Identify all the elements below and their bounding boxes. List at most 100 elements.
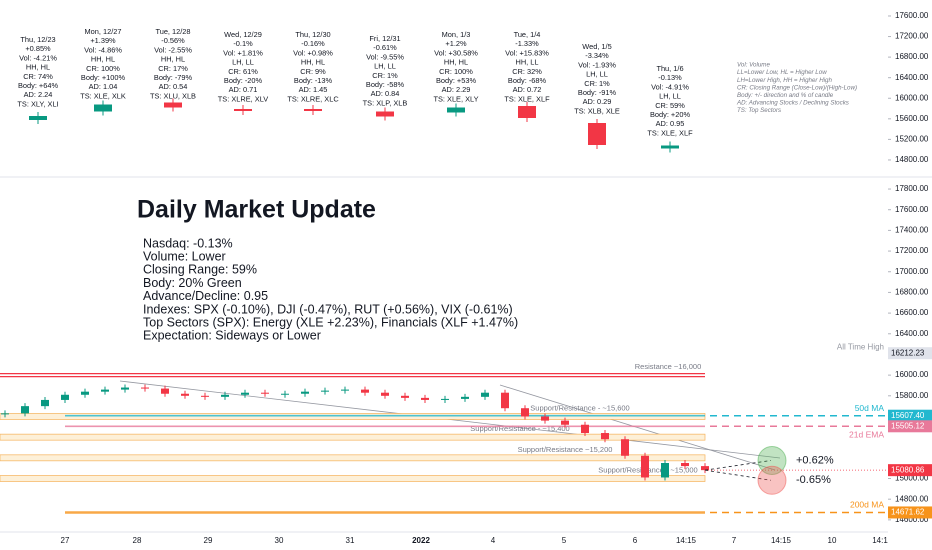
daily-candle: [164, 102, 182, 108]
projection-line: [704, 460, 772, 471]
summary-line: Volume: Lower: [143, 249, 226, 263]
daily-note: TS: XLE, XLF: [504, 94, 550, 103]
price-badge: [888, 506, 932, 519]
candle: [341, 389, 349, 391]
daily-candle: [234, 109, 252, 111]
ma-label: 50d MA: [855, 403, 885, 413]
y-tick-label: 16000.00: [895, 370, 929, 379]
daily-note: Vol: -9.55%: [366, 52, 404, 61]
y-tick-label: 14800.00: [895, 155, 929, 164]
legend-note: LH=Lower High, HH = Higher High: [737, 77, 832, 84]
daily-candle: [588, 123, 606, 145]
summary-line: Closing Range: 59%: [143, 263, 257, 277]
daily-note: TS: XLY, XLI: [17, 99, 58, 108]
candle: [301, 391, 309, 394]
daily-note: CR: 61%: [228, 67, 258, 76]
daily-note: Vol: -1.93%: [578, 60, 616, 69]
ath-label: All Time High: [837, 342, 884, 351]
daily-note: Body: -20%: [224, 76, 263, 85]
daily-note: CR: 17%: [158, 64, 188, 73]
daily-note: Body: -13%: [294, 76, 333, 85]
projection-label: +0.62%: [796, 454, 834, 466]
y-tick-label: 15600.00: [895, 114, 929, 123]
x-tick-label: 27: [61, 536, 70, 545]
candle: [141, 387, 149, 389]
daily-note: -0.16%: [301, 39, 325, 48]
daily-note: AD: 2.29: [442, 85, 471, 94]
daily-note: AD: 1.45: [299, 85, 328, 94]
projection-line: [704, 469, 772, 481]
y-tick-label: 17600.00: [895, 11, 929, 20]
legend-note: CR: Closing Range (Close-Low)/(High-Low): [737, 84, 857, 91]
daily-candle: [29, 116, 47, 120]
daily-note: AD: 0.84: [371, 89, 400, 98]
candle: [461, 396, 469, 399]
projection-circle: [757, 445, 787, 475]
ath-value: 16212.23: [891, 348, 925, 357]
candle: [161, 388, 169, 394]
daily-note: Body: +64%: [18, 81, 58, 90]
daily-note: CR: 100%: [439, 67, 473, 76]
daily-note: TS: XLU, XLB: [150, 91, 196, 100]
daily-note: Mon, 1/3: [442, 30, 471, 39]
legend-note: Body: +/- direction and % of candle: [737, 92, 834, 99]
daily-note: AD: 0.72: [513, 85, 542, 94]
y-tick-label: 15200.00: [895, 134, 929, 143]
daily-note: CR: 59%: [655, 101, 685, 110]
daily-note: AD: 0.54: [159, 82, 188, 91]
y-tick-label: 17200.00: [895, 246, 929, 255]
daily-note: LH, LL: [659, 92, 681, 101]
x-tick-label: 14:15: [676, 536, 697, 545]
level-band: [0, 475, 706, 482]
daily-note: Body: +20%: [650, 110, 690, 119]
daily-note: LH, LL: [374, 62, 396, 71]
y-tick-label: 15800.00: [895, 391, 929, 400]
candle: [61, 394, 69, 400]
x-tick-label: 5: [562, 536, 567, 545]
daily-note: AD: 1.04: [89, 82, 118, 91]
daily-note: HH, HL: [91, 55, 115, 64]
chart-title: Daily Market Update: [137, 196, 376, 224]
x-tick-label: 14:1: [872, 536, 888, 545]
daily-note: Body: +100%: [81, 73, 126, 82]
daily-note: Vol: +15.83%: [505, 48, 549, 57]
daily-note: Vol: -4.21%: [19, 53, 57, 62]
candle: [561, 420, 569, 425]
legend-note: LL=Lower Low, HL = Higher Low: [737, 69, 827, 76]
candle: [401, 395, 409, 398]
y-tick-label: 14800.00: [895, 494, 929, 503]
daily-candle: [304, 109, 322, 111]
last-price-label: 15080.86: [891, 465, 925, 474]
candle: [641, 455, 649, 478]
candle: [81, 391, 89, 395]
summary-line: Indexes: SPX (-0.10%), DJI (-0.47%), RUT…: [143, 302, 513, 316]
candle: [181, 393, 189, 396]
candle: [41, 399, 49, 407]
y-tick-label: 17200.00: [895, 32, 929, 41]
price-badge: [888, 409, 932, 422]
y-tick-label: 17400.00: [895, 226, 929, 235]
legend-note: TS: Top Sectors: [737, 107, 781, 114]
candle: [221, 394, 229, 397]
candle: [601, 433, 609, 440]
candle: [201, 395, 209, 397]
daily-note: Thu, 12/30: [295, 30, 330, 39]
candle: [321, 390, 329, 392]
daily-note: Body: -58%: [366, 80, 405, 89]
daily-note: TS: XLRE, XLV: [218, 94, 268, 103]
daily-note: +1.2%: [445, 39, 467, 48]
price-badge: [888, 464, 932, 477]
summary-line: Top Sectors (SPX): Energy (XLE +2.23%), …: [143, 315, 518, 329]
daily-note: Wed, 1/5: [582, 42, 611, 51]
daily-note: TS: XLP, XLB: [363, 98, 408, 107]
daily-note: AD: 0.29: [583, 97, 612, 106]
candle: [681, 463, 689, 467]
daily-note: AD: 2.24: [24, 90, 53, 99]
price-badge-label: 15505.12: [891, 421, 925, 430]
daily-note: Mon, 12/27: [85, 27, 122, 36]
x-tick-label: 30: [275, 536, 284, 545]
x-tick-label: 14:15: [771, 536, 792, 545]
daily-note: Body: -91%: [578, 88, 617, 97]
daily-note: LH, LL: [232, 58, 254, 67]
daily-note: -1.33%: [515, 39, 539, 48]
